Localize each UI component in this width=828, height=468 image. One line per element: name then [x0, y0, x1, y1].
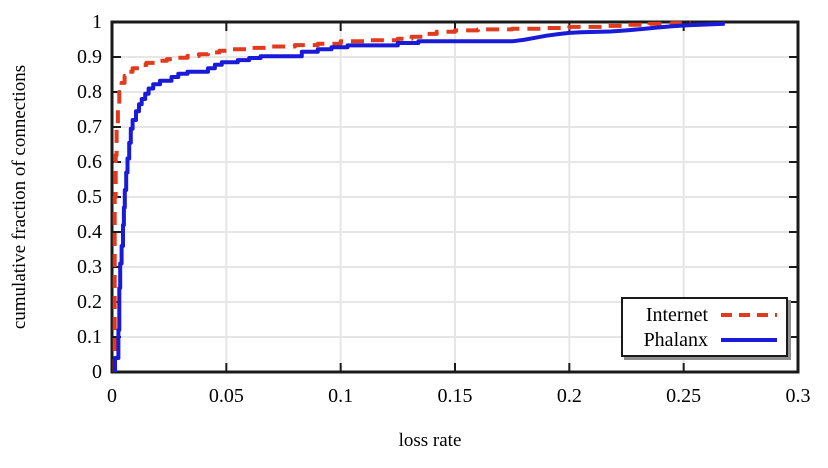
legend-entry-phalanx: Phalanx	[627, 329, 778, 351]
x-axis-title: loss rate	[398, 430, 462, 451]
series-phalanx-line	[113, 21, 725, 372]
plot-border	[110, 20, 800, 374]
legend-label: Internet	[645, 303, 708, 326]
y-tick-label: 0.7	[77, 116, 102, 138]
y-tick-label: 0.8	[77, 81, 102, 103]
y-tick-label: 0.6	[77, 151, 102, 173]
x-tick-label: 0.3	[785, 385, 811, 407]
y-axis-title: cumulative fraction of connections	[9, 64, 30, 330]
y-tick-label: 1	[92, 11, 102, 33]
x-tick-label: 0	[107, 385, 117, 407]
legend-entry-internet: Internet	[627, 304, 778, 326]
x-tick-label: 0.1	[328, 385, 354, 407]
x-tick-label: 0.25	[666, 385, 702, 407]
x-tick-label: 0.15	[437, 385, 473, 407]
legend-sample-line	[721, 337, 777, 342]
legend-sample-line	[721, 312, 777, 317]
y-tick-label: 0.1	[77, 326, 102, 348]
series-internet-line	[112, 21, 691, 372]
y-tick-label: 0.4	[77, 221, 102, 243]
y-tick-label: 0.5	[77, 186, 102, 208]
x-tick-label: 0.05	[208, 385, 244, 407]
y-tick-label: 0.3	[77, 256, 102, 278]
y-tick-label: 0	[92, 361, 102, 383]
x-tick-label: 0.2	[556, 385, 582, 407]
legend: Internet Phalanx	[621, 297, 788, 357]
legend-label: Phalanx	[643, 328, 708, 351]
y-tick-label: 0.2	[77, 291, 102, 313]
y-tick-label: 0.9	[77, 46, 102, 68]
